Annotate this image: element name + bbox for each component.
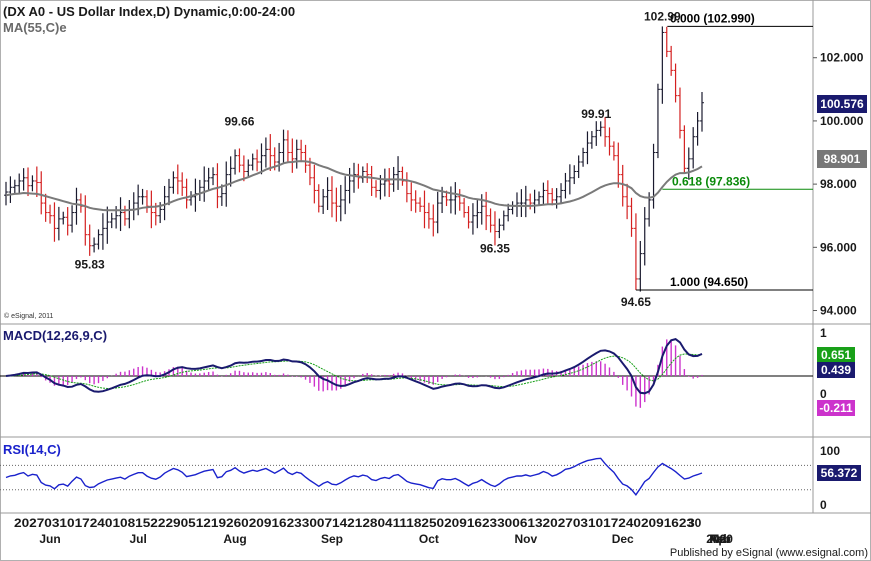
month-label: Feb (709, 532, 730, 546)
rsi-value: 56.372 (821, 466, 858, 480)
macd-signal-line (5, 353, 703, 390)
publisher-footer: Published by eSignal (www.esignal.com) (670, 547, 868, 559)
month-label: Dec (612, 532, 634, 546)
swing-annotation: 99.91 (581, 107, 611, 121)
chart-title: (DX A0 - US Dollar Index,D) Dynamic,0:00… (3, 4, 295, 19)
macd-signal-value: 0.651 (821, 348, 851, 362)
ma-value: 98.901 (824, 152, 861, 166)
macd-line (5, 338, 703, 395)
macd-line-badge: 0.439 (817, 362, 855, 378)
fibonacci-levels: 0.000 (102.990) 0.618 (97.836) 1.000 (94.6… (635, 11, 813, 291)
rsi-line (5, 457, 703, 496)
rsi-value-box (817, 465, 861, 481)
macd-label: MACD(12,26,9,C) (3, 328, 107, 343)
x-axis-day-label-last: 30 (688, 516, 702, 530)
rsi-tick-0: 0 (820, 498, 827, 512)
macd-line-value: 0.439 (821, 363, 851, 377)
rsi-label: RSI(14,C) (3, 442, 61, 457)
price-tick-label: 100.000 (820, 114, 864, 128)
month-label: Mar (709, 532, 731, 546)
ma-indicator-label: MA(55,C)e (3, 20, 67, 35)
ma55-line (5, 160, 703, 212)
month-label: Oct (419, 532, 439, 546)
macd-panel (0, 338, 813, 408)
price-tick-label: 94.000 (820, 304, 857, 318)
last-price-box (817, 95, 867, 113)
macd-tick-1: 1 (820, 326, 827, 340)
ma-value-badge: 98.901 (817, 150, 867, 168)
swing-annotation: 95.83 (75, 258, 105, 272)
month-label: Jun (39, 532, 60, 546)
x-axis-day-labels: 2027031017240108152229051219260209162330… (14, 516, 694, 530)
swing-annotation: 102.99 (644, 9, 681, 23)
fib-label: 1.000 (94.650) (670, 275, 748, 289)
month-label: Sep (321, 532, 343, 546)
ma-value-box (817, 150, 867, 168)
last-price-value: 100.576 (820, 97, 864, 111)
macd-line-box (817, 362, 855, 378)
fib-label: 0.618 (97.836) (672, 174, 750, 188)
rsi-tick-100: 100 (820, 444, 840, 458)
last-price-badge: 100.576 (817, 95, 867, 113)
macd-tick-0: 0 (820, 387, 827, 401)
swing-annotation: 94.65 (621, 295, 651, 309)
price-panel (4, 26, 704, 292)
swing-annotation: 96.35 (480, 241, 510, 255)
month-label: Nov (514, 532, 537, 546)
price-annotations: 95.83 99.66 96.35 99.91 94.65 102.99 (75, 9, 681, 309)
macd-signal-badge: 0.651 (817, 347, 855, 363)
month-label: 2020 (706, 532, 733, 546)
swing-annotation: 99.66 (224, 115, 254, 129)
month-label: Jul (129, 532, 146, 546)
rsi-panel (0, 457, 813, 496)
macd-hist-value: -0.211 (819, 401, 853, 415)
price-tick-label: 102.000 (820, 51, 864, 65)
price-axis-ticks: 94.000 96.000 98.000 100.000 102.000 (813, 51, 864, 318)
month-label: Apr (710, 532, 731, 546)
macd-hist-badge: -0.211 (817, 400, 855, 416)
month-label: Aug (223, 532, 246, 546)
rsi-value-badge: 56.372 (817, 465, 861, 481)
macd-signal-box (817, 347, 855, 363)
fib-label: 0.000 (102.990) (670, 11, 755, 25)
esignal-watermark: © eSignal, 2011 (4, 312, 54, 320)
price-tick-label: 98.000 (820, 177, 857, 191)
macd-hist-box (817, 400, 855, 416)
price-tick-label: 96.000 (820, 240, 857, 254)
